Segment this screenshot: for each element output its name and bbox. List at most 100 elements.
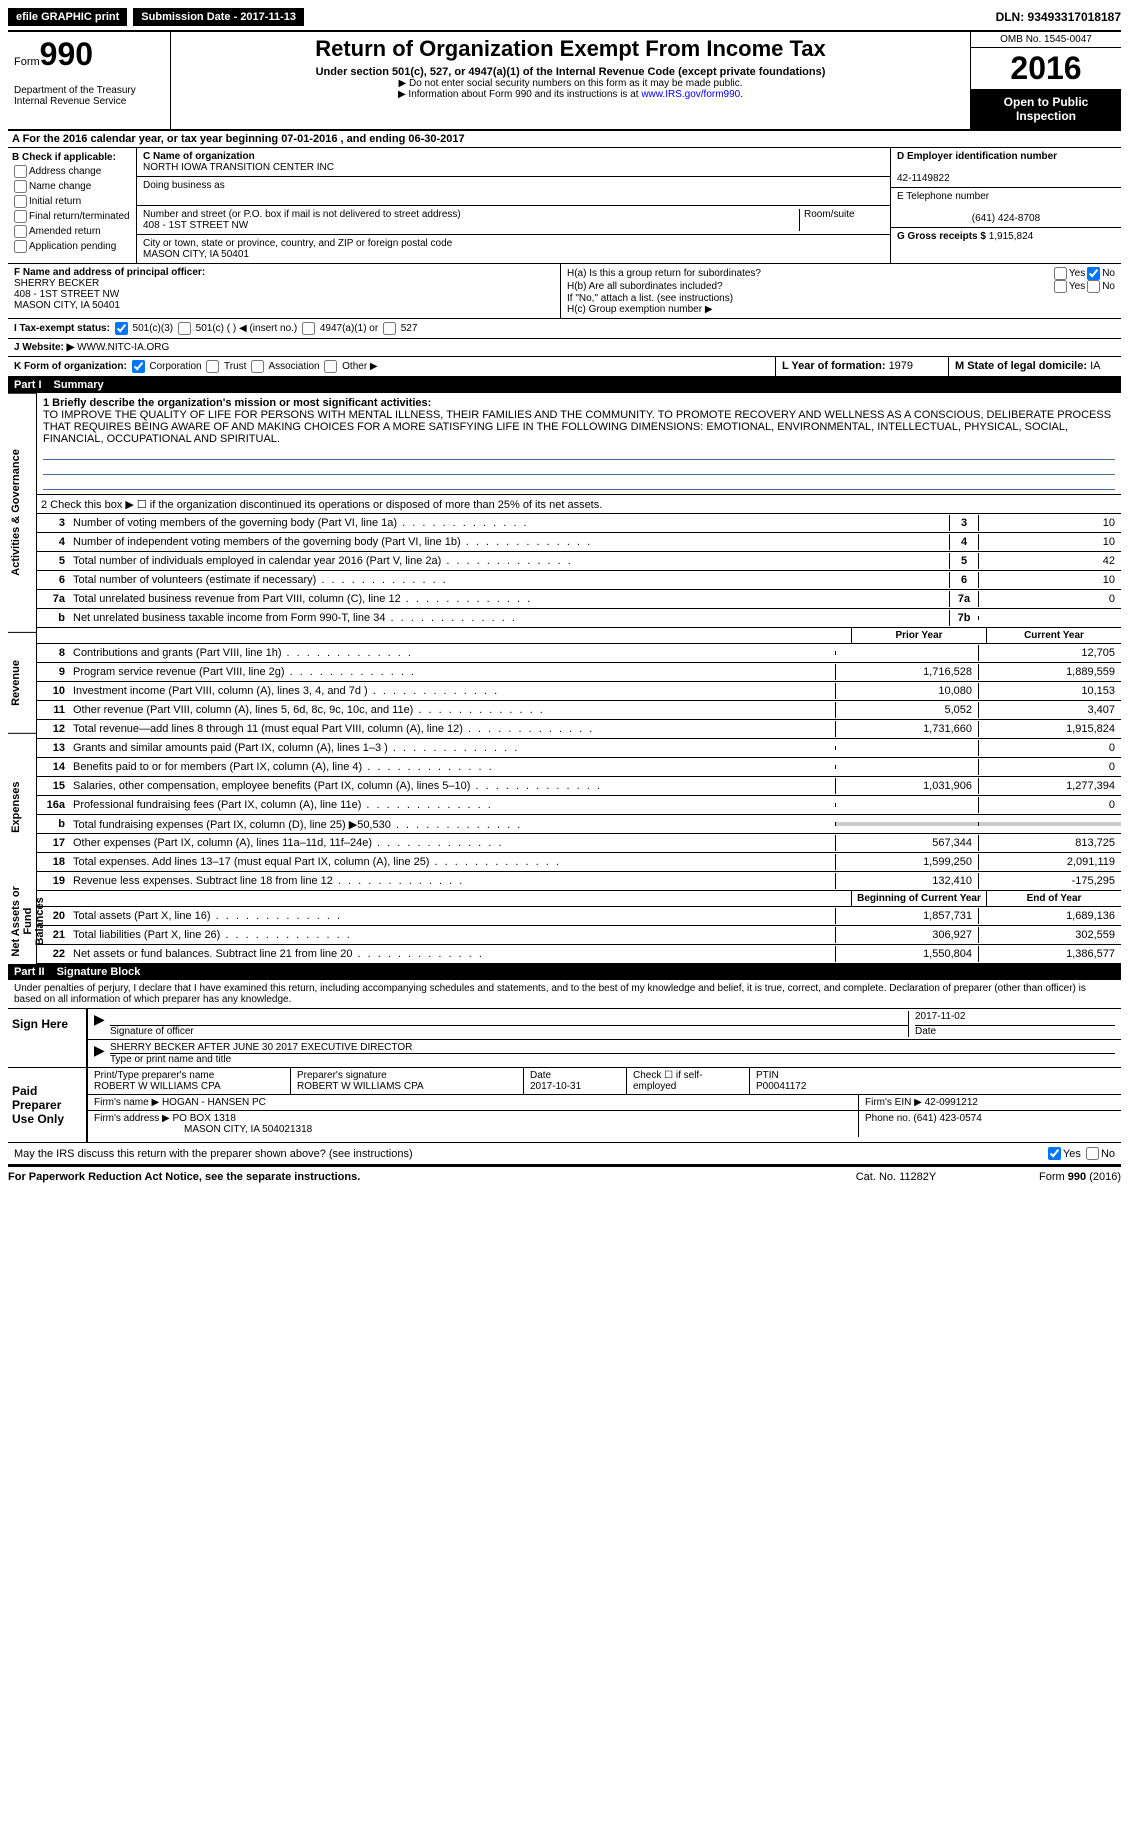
line-6: 6 Total number of volunteers (estimate i… <box>37 571 1121 590</box>
line-17: 17 Other expenses (Part IX, column (A), … <box>37 834 1121 853</box>
org-name: NORTH IOWA TRANSITION CENTER INC <box>143 162 884 173</box>
website-value: WWW.NITC-IA.ORG <box>77 342 169 353</box>
line-22: 22 Net assets or fund balances. Subtract… <box>37 945 1121 964</box>
chk-association[interactable] <box>251 360 264 373</box>
discuss-yes[interactable] <box>1048 1147 1061 1160</box>
officer-cell: F Name and address of principal officer:… <box>8 264 561 318</box>
gross-receipts-value: 1,915,824 <box>989 231 1034 242</box>
entity-info-grid: B Check if applicable: Address change Na… <box>8 148 1121 264</box>
col-b-header: B Check if applicable: <box>12 152 132 163</box>
firm-phone: (641) 423-0574 <box>913 1113 981 1124</box>
ein-value: 42-1149822 <box>897 173 1115 184</box>
efile-header: efile GRAPHIC print Submission Date - 20… <box>8 8 1121 26</box>
chk-address-change[interactable]: Address change <box>12 165 132 178</box>
dept-irs: Internal Revenue Service <box>14 96 164 107</box>
instruction-1: ▶ Do not enter social security numbers o… <box>175 78 966 89</box>
hb-no[interactable] <box>1087 280 1100 293</box>
gross-receipts-cell: G Gross receipts $ 1,915,824 <box>891 228 1121 245</box>
officer-group-row: F Name and address of principal officer:… <box>8 264 1121 319</box>
form-footer: Form 990 (2016) <box>971 1171 1121 1183</box>
firm-name: HOGAN - HANSEN PC <box>162 1097 266 1108</box>
ha-yes[interactable] <box>1054 267 1067 280</box>
officer-name: SHERRY BECKER <box>14 278 554 289</box>
self-employed-check[interactable]: Check ☐ if self-employed <box>627 1068 750 1094</box>
summary-section: Activities & Governance Revenue Expenses… <box>8 393 1121 964</box>
form-org-row: K Form of organization: Corporation Trus… <box>8 357 1121 377</box>
paperwork-notice: For Paperwork Reduction Act Notice, see … <box>8 1171 821 1183</box>
dept-treasury: Department of the Treasury <box>14 85 164 96</box>
line-16a: 16a Professional fundraising fees (Part … <box>37 796 1121 815</box>
city-cell: City or town, state or province, country… <box>137 235 890 263</box>
line-7a: 7a Total unrelated business revenue from… <box>37 590 1121 609</box>
dba-cell: Doing business as <box>137 177 890 206</box>
cat-number: Cat. No. 11282Y <box>821 1171 971 1183</box>
chk-527[interactable] <box>383 322 396 335</box>
chk-corporation[interactable] <box>132 360 145 373</box>
ptin-value: P00041172 <box>756 1081 1115 1092</box>
chk-name-change[interactable]: Name change <box>12 180 132 193</box>
hb-yes[interactable] <box>1054 280 1067 293</box>
line-15: 15 Salaries, other compensation, employe… <box>37 777 1121 796</box>
line-5: 5 Total number of individuals employed i… <box>37 552 1121 571</box>
line-18: 18 Total expenses. Add lines 13–17 (must… <box>37 853 1121 872</box>
chk-501c[interactable] <box>178 322 191 335</box>
title-box: Return of Organization Exempt From Incom… <box>171 32 970 129</box>
chk-other[interactable] <box>324 360 337 373</box>
line-4: 4 Number of independent voting members o… <box>37 533 1121 552</box>
line-19: 19 Revenue less expenses. Subtract line … <box>37 872 1121 891</box>
sign-here-row: Sign Here ▶ Signature of officer 2017-11… <box>8 1009 1121 1068</box>
tax-year: 2016 <box>971 48 1121 89</box>
line-2: 2 Check this box ▶ ☐ if the organization… <box>37 495 1121 514</box>
chk-amended-return[interactable]: Amended return <box>12 225 132 238</box>
revenue-col-header: Prior Year Current Year <box>37 628 1121 644</box>
officer-typed-name: SHERRY BECKER AFTER JUNE 30 2017 EXECUTI… <box>110 1042 1115 1054</box>
officer-addr2: MASON CITY, IA 50401 <box>14 300 554 311</box>
ha-no[interactable] <box>1087 267 1100 280</box>
city-state-zip: MASON CITY, IA 50401 <box>143 249 884 260</box>
chk-trust[interactable] <box>206 360 219 373</box>
chk-final-return[interactable]: Final return/terminated <box>12 210 132 223</box>
chk-4947[interactable] <box>302 322 315 335</box>
phone-cell: E Telephone number (641) 424-8708 <box>891 188 1121 228</box>
discuss-no[interactable] <box>1086 1147 1099 1160</box>
omb-number: OMB No. 1545-0047 <box>971 32 1121 48</box>
chk-501c3[interactable] <box>115 322 128 335</box>
dln-label: DLN: 93493317018187 <box>996 10 1121 24</box>
line-3: 3 Number of voting members of the govern… <box>37 514 1121 533</box>
form-number: 990 <box>40 36 93 72</box>
form-number-box: Form990 Department of the Treasury Inter… <box>8 32 171 129</box>
discuss-row: May the IRS discuss this return with the… <box>8 1143 1121 1165</box>
footer: For Paperwork Reduction Act Notice, see … <box>8 1165 1121 1187</box>
side-net-assets: Net Assets or Fund Balances <box>8 879 36 964</box>
open-public-badge: Open to Public Inspection <box>971 89 1121 129</box>
ein-cell: D Employer identification number 42-1149… <box>891 148 1121 188</box>
part2-header: Part II Signature Block <box>8 964 1121 980</box>
mission-text: TO IMPROVE THE QUALITY OF LIFE FOR PERSO… <box>43 409 1115 445</box>
address-cell: Number and street (or P.O. box if mail i… <box>137 206 890 235</box>
line-13: 13 Grants and similar amounts paid (Part… <box>37 739 1121 758</box>
submission-date-badge: Submission Date - 2017-11-13 <box>133 8 304 26</box>
officer-addr1: 408 - 1ST STREET NW <box>14 289 554 300</box>
line-14: 14 Benefits paid to or for members (Part… <box>37 758 1121 777</box>
firm-ein: 42-0991212 <box>925 1097 978 1108</box>
tax-exempt-row: I Tax-exempt status: 501(c)(3) 501(c) ( … <box>8 319 1121 339</box>
sig-date: 2017-11-02 <box>915 1011 1115 1026</box>
chk-application-pending[interactable]: Application pending <box>12 240 132 253</box>
net-col-header: Beginning of Current Year End of Year <box>37 891 1121 907</box>
form-label: Form <box>14 56 40 68</box>
sign-here-label: Sign Here <box>8 1009 86 1067</box>
line-9: 9 Program service revenue (Part VIII, li… <box>37 663 1121 682</box>
line-10: 10 Investment income (Part VIII, column … <box>37 682 1121 701</box>
paid-preparer-row: Paid Preparer Use Only Print/Type prepar… <box>8 1068 1121 1143</box>
summary-rows: 1 Briefly describe the organization's mi… <box>37 393 1121 964</box>
phone-value: (641) 424-8708 <box>897 213 1115 224</box>
section-a-tax-year: A For the 2016 calendar year, or tax yea… <box>8 131 1121 148</box>
year-formation: L Year of formation: 1979 <box>776 357 949 376</box>
irs-link[interactable]: www.IRS.gov/form990 <box>641 89 740 100</box>
state-domicile: M State of legal domicile: IA <box>949 357 1121 376</box>
instruction-2: ▶ Information about Form 990 and its ins… <box>175 89 966 100</box>
preparer-sig: ROBERT W WILLIAMS CPA <box>297 1081 517 1092</box>
firm-addr2: MASON CITY, IA 504021318 <box>94 1124 852 1135</box>
chk-initial-return[interactable]: Initial return <box>12 195 132 208</box>
org-name-cell: C Name of organization NORTH IOWA TRANSI… <box>137 148 890 177</box>
